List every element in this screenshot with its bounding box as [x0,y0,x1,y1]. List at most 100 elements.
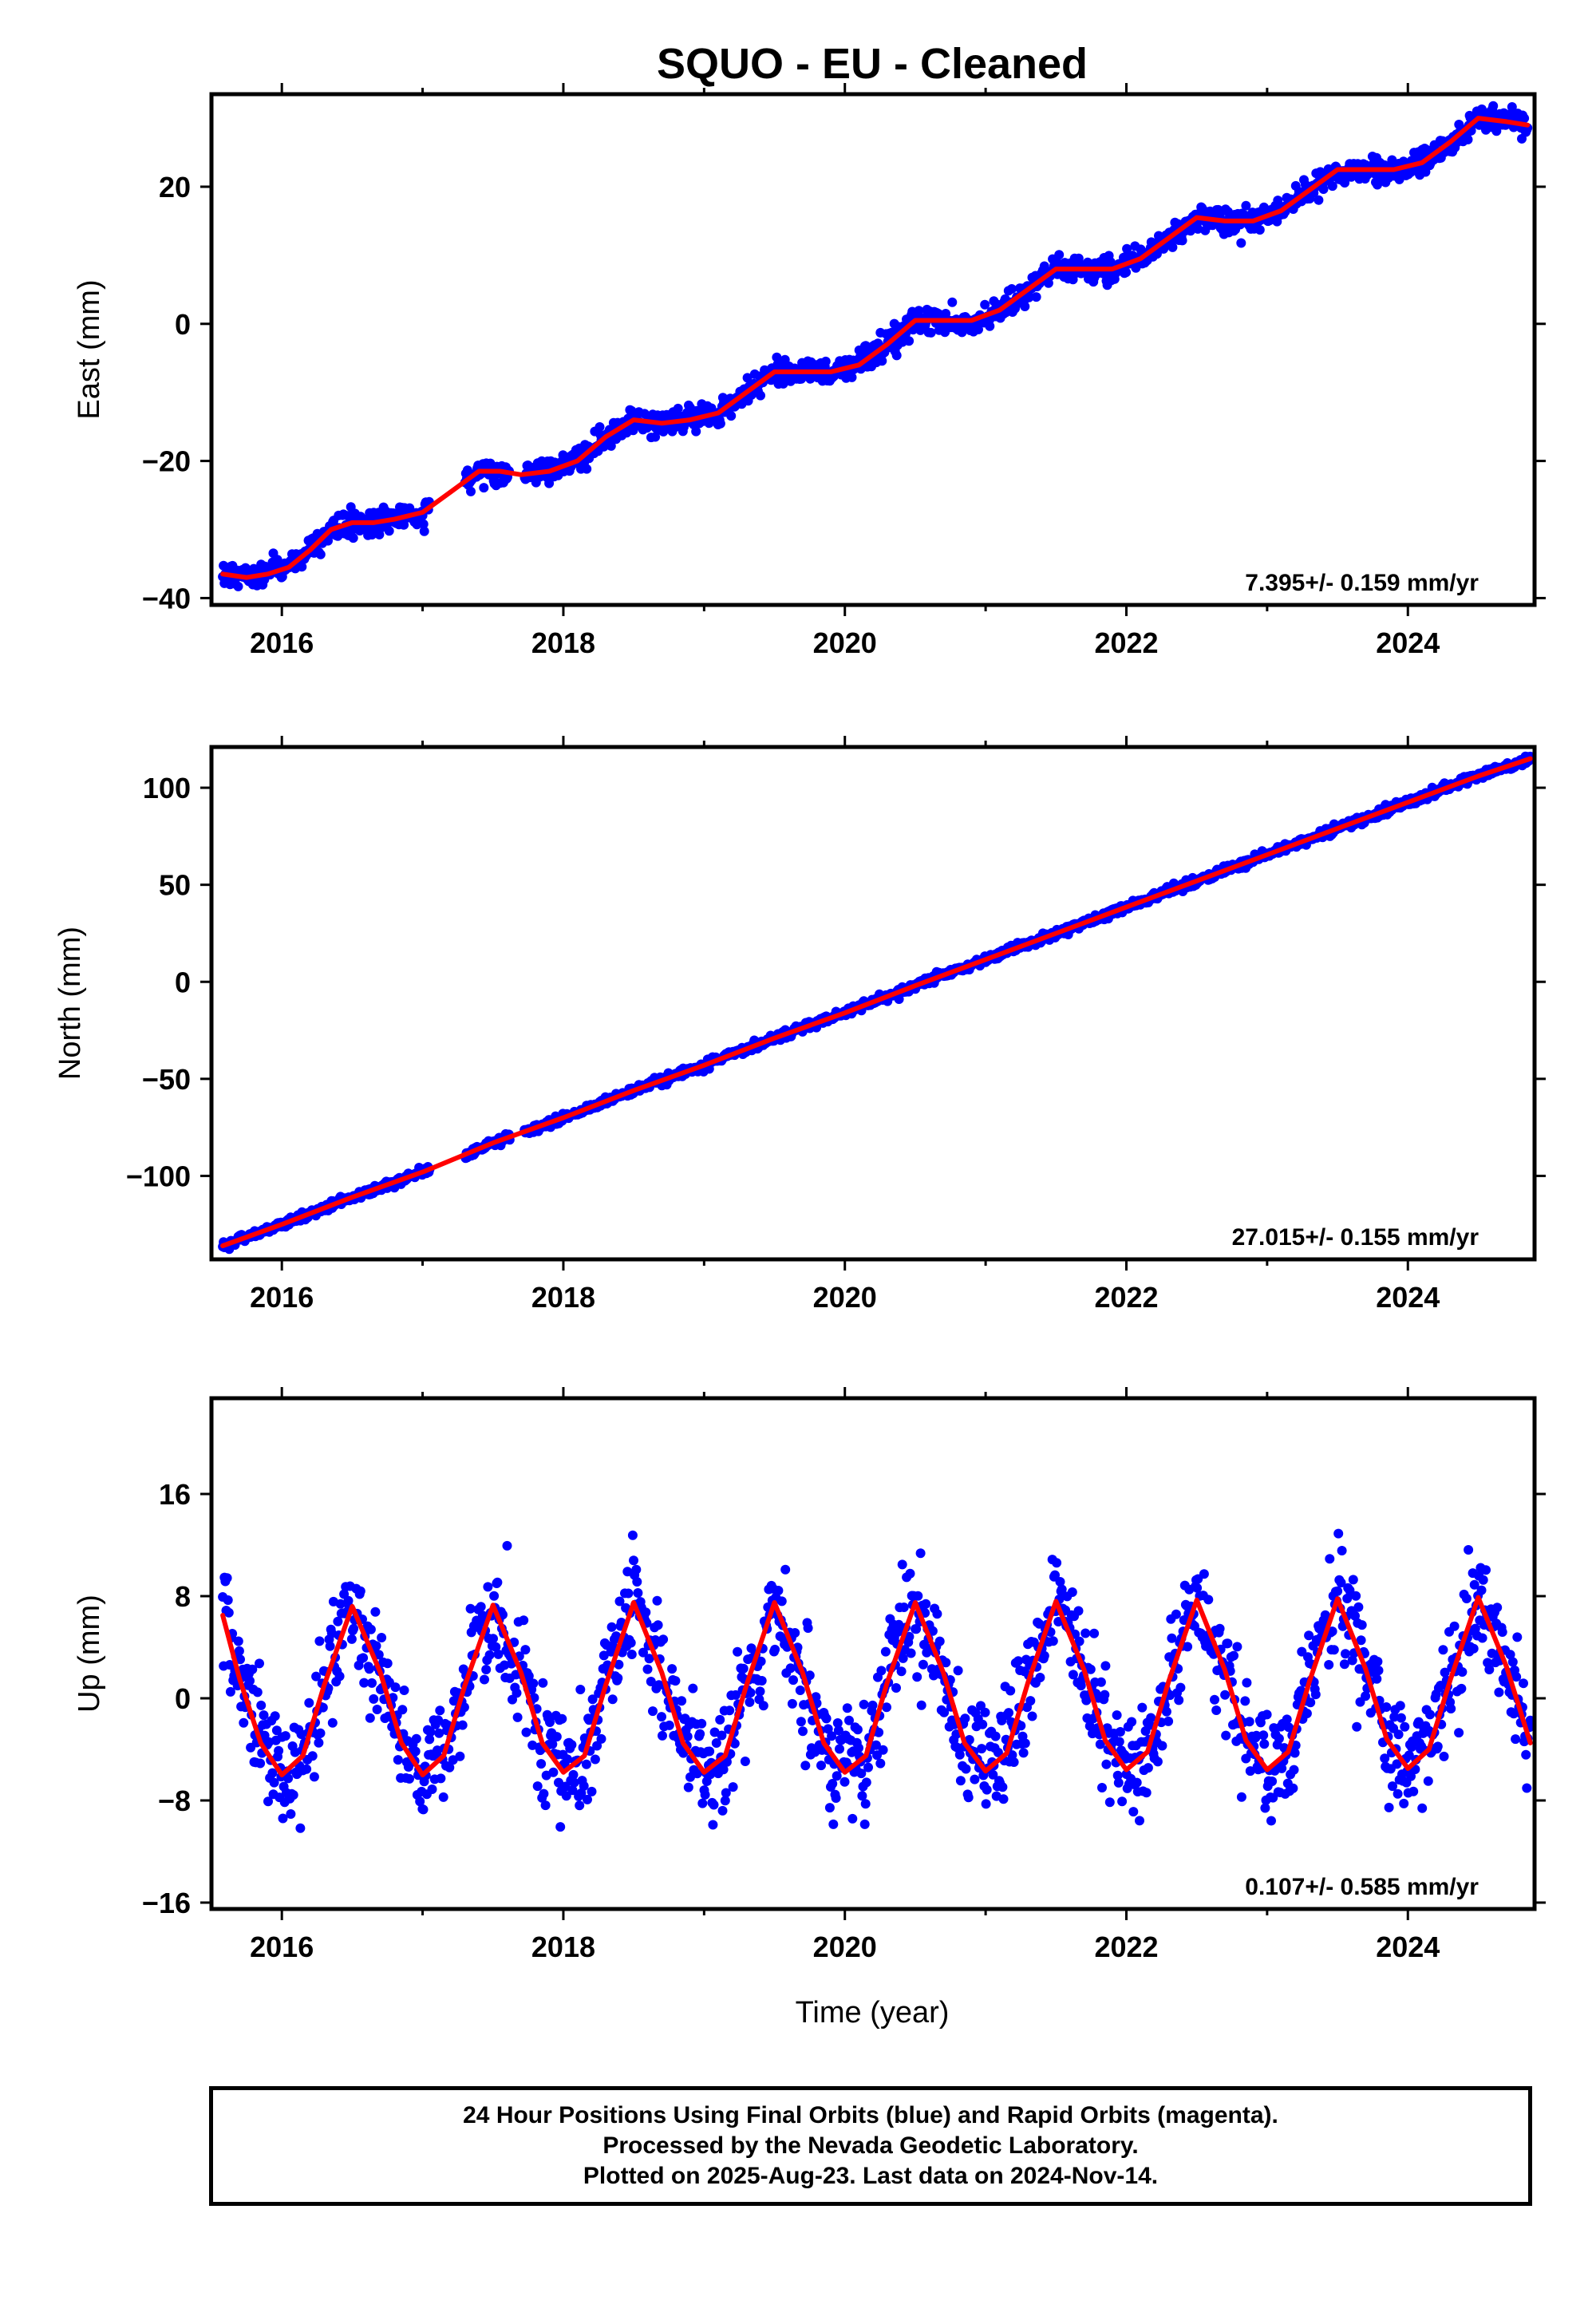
up-data-point [1211,1705,1222,1715]
up-data-point [867,1700,878,1710]
up-velocity-label: 0.107+/- 0.585 mm/yr [1245,1874,1479,1900]
up-data-point [1288,1783,1298,1793]
up-data-point [1351,1591,1361,1601]
up-data-point [1242,1678,1252,1688]
up-data-point [1481,1565,1491,1575]
up-data-point [1399,1798,1409,1808]
up-data-point [1494,1687,1504,1697]
up-data-point [981,1799,991,1809]
east-data-point [418,519,429,529]
up-data-point [725,1705,735,1716]
up-data-point [411,1733,421,1744]
up-data-point [547,1739,558,1749]
east-data-point [847,372,857,382]
y-tick-label: −50 [142,1063,191,1096]
up-data-point [852,1725,863,1735]
up-data-point [632,1577,642,1587]
east-data-point [1167,242,1178,252]
up-data-point [1508,1709,1519,1719]
up-data-point [410,1746,421,1757]
up-data-point [434,1728,444,1738]
up-y-axis-label: Up (mm) [73,1595,106,1713]
up-data-point [235,1654,245,1665]
up-data-point [1380,1753,1390,1764]
up-data-point [1347,1655,1357,1666]
east-data-point [384,526,394,536]
up-data-point [785,1663,796,1674]
east-data-point [1193,223,1203,234]
east-data-point [691,426,701,437]
up-data-point [333,1616,343,1626]
east-data-point [1177,235,1187,246]
up-data-point [1259,1739,1270,1749]
east-data-point [1463,134,1473,144]
up-data-point [934,1636,945,1646]
x-tick-label: 2024 [1376,626,1440,659]
up-data-point [1157,1741,1167,1751]
x-tick-label: 2018 [531,1931,595,1963]
up-data-point [245,1676,255,1686]
up-data-point [1027,1711,1037,1721]
up-data-point [1101,1759,1112,1769]
up-data-point [1392,1759,1402,1769]
up-data-point [1266,1816,1276,1826]
up-data-point [875,1758,886,1769]
up-data-point [1381,1702,1392,1712]
up-data-point [816,1761,826,1771]
up-data-point [1267,1777,1278,1786]
up-data-point [857,1791,867,1801]
up-data-point [405,1773,414,1784]
x-tick-label: 2016 [250,626,314,659]
up-data-point [1356,1635,1366,1646]
up-data-point [575,1685,586,1694]
east-plot-frame [209,92,1537,607]
up-data-point [695,1729,705,1739]
up-data-point [278,1813,288,1824]
up-data-point [700,1789,710,1800]
up-data-point [1089,1628,1100,1638]
up-data-point [755,1686,765,1697]
east-data-point [582,464,592,474]
up-data-point [1199,1569,1209,1579]
chart-title: SQUO - EU - Cleaned [657,40,1088,88]
up-data-point [912,1672,922,1682]
x-tick-label: 2018 [531,1281,595,1314]
up-data-point [1478,1575,1488,1585]
up-data-points [218,1528,1535,1833]
up-data-point [828,1819,839,1829]
up-data-point [536,1759,547,1769]
east-data-point [1318,184,1329,194]
up-data-point [365,1624,376,1634]
up-data-point [823,1724,833,1734]
east-data-point [726,411,737,421]
up-data-point [335,1599,346,1609]
up-data-point [733,1646,743,1657]
east-data-point [1241,200,1251,211]
up-data-point [304,1697,314,1708]
up-data-point [538,1678,548,1688]
up-data-point [425,1734,435,1745]
up-data-point [295,1823,306,1833]
up-data-point [1384,1802,1394,1812]
up-data-point [606,1622,617,1632]
up-data-point [954,1749,965,1760]
up-data-point [309,1772,319,1782]
up-data-point [587,1694,598,1705]
up-data-point [1320,1610,1330,1620]
up-data-point [1352,1721,1362,1732]
up-data-point [365,1713,375,1723]
up-data-point [1174,1695,1184,1705]
up-data-point [1132,1777,1142,1788]
east-velocity-label: 7.395+/- 0.159 mm/yr [1245,570,1479,596]
up-data-point [239,1717,249,1728]
up-data-point [1324,1660,1334,1670]
up-data-point [905,1568,915,1579]
up-data-point [555,1822,566,1832]
east-data-point [877,356,887,366]
up-data-point [871,1740,881,1750]
up-data-point [1404,1750,1414,1761]
up-data-point [717,1730,727,1741]
up-data-point [1290,1748,1300,1758]
up-data-point [629,1555,638,1566]
east-data-point [1105,257,1116,267]
